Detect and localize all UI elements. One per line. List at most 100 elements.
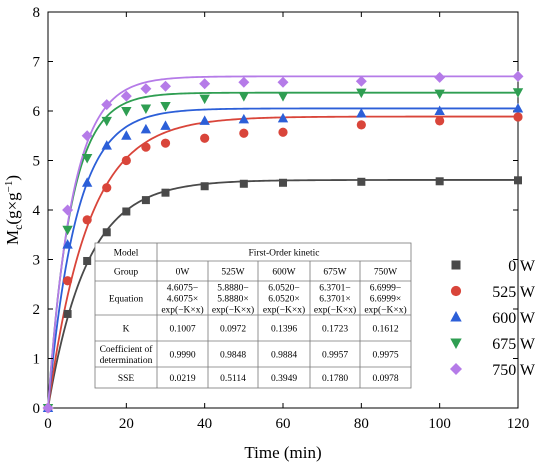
legend-marker [450, 363, 462, 375]
data-point [62, 276, 73, 286]
table-cell: 4.6075× [167, 295, 198, 305]
data-point [514, 176, 522, 185]
data-point [200, 133, 210, 143]
table-cell: 0.1396 [271, 325, 297, 335]
legend: 0 W 525 W 600 W 675 W 750 W [450, 258, 536, 379]
table-cell: exp(−K×x) [314, 305, 356, 316]
table-cell: 0.9848 [220, 351, 246, 361]
data-point [278, 127, 288, 137]
data-point [121, 130, 132, 140]
data-point [199, 94, 210, 105]
data-point [435, 116, 445, 126]
data-point [62, 204, 74, 216]
x-tick-label: 100 [428, 416, 451, 432]
table-cell: 6.0520− [268, 284, 299, 294]
y-tick-label: 2 [33, 302, 41, 318]
data-point [42, 402, 54, 414]
table-cell: 0.1723 [322, 325, 348, 335]
x-tick-label: 40 [197, 416, 212, 432]
data-point [512, 88, 524, 98]
data-point [356, 88, 367, 99]
data-point [141, 142, 151, 152]
table-cell: 0.9957 [322, 351, 348, 361]
x-tick-labels: 0 20 40 60 80 100 120 [44, 416, 529, 432]
table-cell: 4.6075− [167, 284, 198, 294]
data-point [101, 116, 112, 127]
x-tick-label: 120 [507, 416, 530, 432]
data-point [160, 102, 171, 112]
data-point [512, 103, 524, 113]
data-point [277, 92, 289, 102]
data-point [63, 309, 72, 318]
data-point [102, 228, 111, 237]
data-point [83, 256, 92, 265]
y-tick-label: 5 [33, 154, 41, 170]
y-tick-label: 6 [33, 104, 41, 120]
table-column-header: 675W [323, 268, 346, 278]
data-point [81, 177, 93, 187]
data-point [82, 215, 92, 225]
table-row-label: K [123, 325, 130, 335]
table-cell: 0.5114 [220, 374, 246, 384]
table-cell: 0.9990 [169, 351, 195, 361]
data-point [277, 76, 289, 88]
data-point [512, 70, 524, 82]
table-cell: exp(−K×x) [263, 305, 305, 316]
data-point [161, 188, 170, 197]
table-cell: exp(−K×x) [364, 305, 406, 316]
table-title: First-Order kinetic [249, 249, 320, 259]
data-point [62, 239, 73, 249]
table-cell: 5.8880× [217, 295, 248, 305]
data-point [434, 89, 445, 100]
data-point [356, 107, 367, 118]
data-point [434, 105, 445, 115]
table-row-label: determination [100, 356, 153, 366]
table-cell: 0.0972 [220, 325, 246, 335]
data-point [81, 154, 93, 164]
data-point [239, 179, 248, 188]
table-cell: 6.3701× [319, 295, 350, 305]
table-column-header: 750W [374, 268, 397, 278]
legend-label: 600 W [492, 310, 536, 327]
data-point [238, 113, 250, 124]
x-tick-label: 60 [276, 416, 291, 432]
table-row-label: SSE [118, 374, 135, 384]
table-row-label: Equation [109, 295, 144, 305]
table-group-label: Group [114, 268, 139, 278]
table-column-header: 600W [272, 268, 295, 278]
data-point [141, 196, 150, 205]
table-cell: 6.0520× [268, 295, 299, 305]
data-point [357, 177, 366, 186]
y-axis-title: Mc(g×g−1) [3, 175, 25, 245]
table-cell: 6.3701− [319, 284, 350, 294]
data-point [102, 183, 112, 193]
table-row-label: Coefficient of [100, 344, 154, 355]
table-cell: 0.9975 [372, 351, 398, 361]
x-tick-label: 80 [354, 416, 369, 432]
data-point [199, 115, 210, 125]
table-cell: 6.6999− [370, 284, 401, 294]
data-point [140, 104, 152, 115]
legend-marker [450, 311, 462, 322]
table-cell: 0.0978 [372, 374, 398, 384]
legend-label: 0 W [508, 258, 536, 275]
data-point [355, 75, 367, 87]
data-point [200, 182, 209, 191]
y-tick-labels: 0 1 2 3 4 5 6 7 8 [33, 5, 41, 417]
data-point [160, 138, 171, 148]
table-cell: 6.6999× [370, 295, 401, 305]
table-cell: 0.3949 [271, 374, 297, 384]
table-box [94, 242, 412, 389]
data-point [122, 207, 131, 216]
data-point [160, 120, 171, 130]
legend-marker [451, 260, 461, 270]
table-column-header: 525W [221, 268, 244, 278]
data-point [62, 225, 73, 236]
table-cell: 0.1007 [169, 325, 195, 335]
data-point [140, 123, 152, 134]
data-point [277, 112, 289, 123]
x-tick-label: 0 [44, 416, 52, 432]
y-tick-label: 0 [33, 401, 41, 417]
table-cell: 5.8880− [217, 284, 248, 294]
